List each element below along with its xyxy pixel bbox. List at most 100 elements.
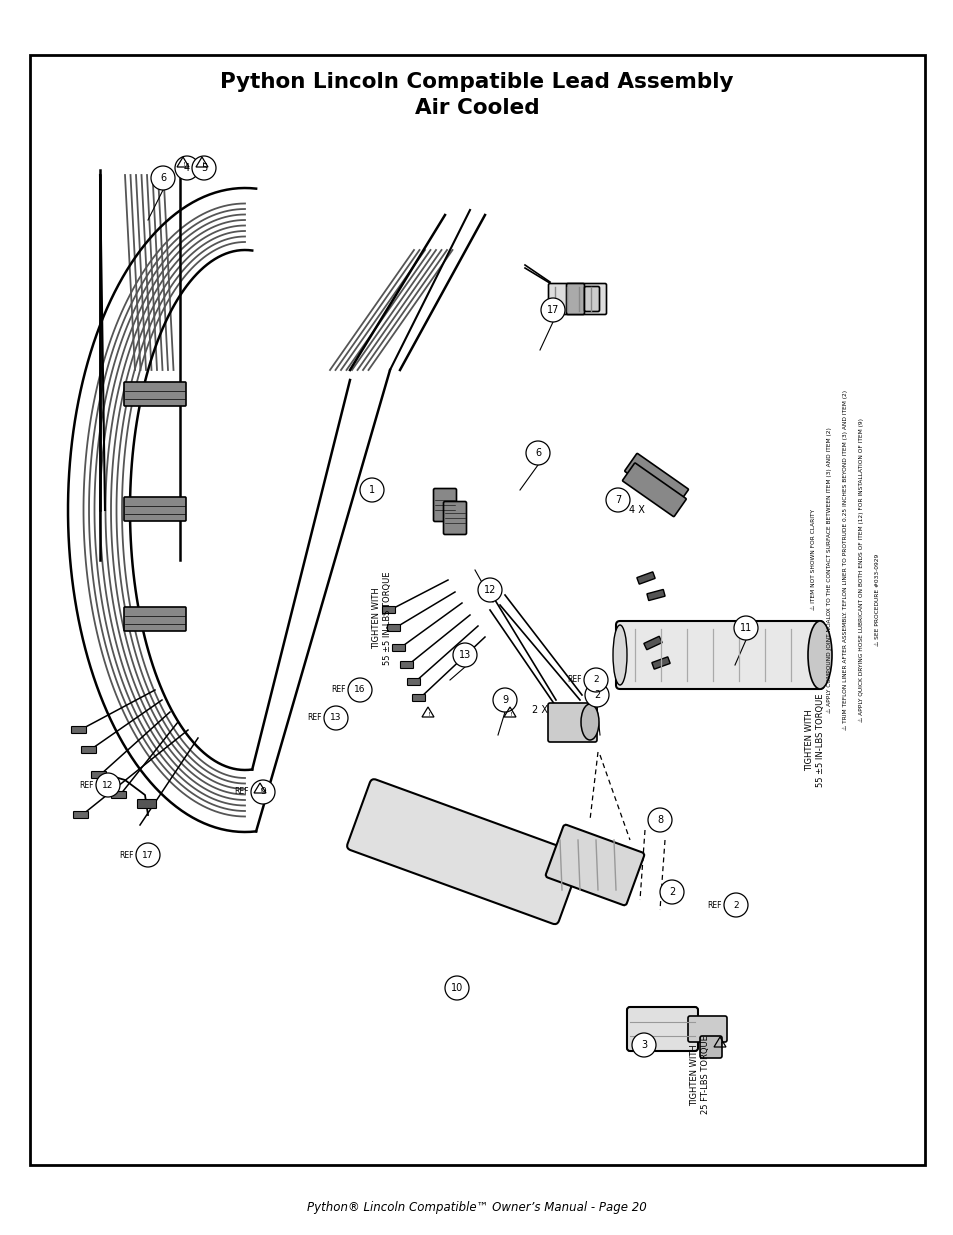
Text: 2: 2 <box>594 690 599 700</box>
FancyBboxPatch shape <box>137 799 156 809</box>
Circle shape <box>584 683 608 706</box>
Circle shape <box>348 678 372 701</box>
Ellipse shape <box>807 621 831 689</box>
FancyBboxPatch shape <box>624 453 688 508</box>
Circle shape <box>525 441 550 466</box>
FancyBboxPatch shape <box>548 284 606 315</box>
FancyBboxPatch shape <box>626 1007 698 1051</box>
Circle shape <box>136 844 160 867</box>
FancyBboxPatch shape <box>622 463 685 516</box>
Text: 11: 11 <box>740 622 751 634</box>
FancyBboxPatch shape <box>387 625 400 631</box>
Text: TIGHTEN WITH
55 ±5 IN-LBS TORQUE: TIGHTEN WITH 55 ±5 IN-LBS TORQUE <box>804 693 823 787</box>
Text: 8: 8 <box>657 815 662 825</box>
FancyBboxPatch shape <box>646 589 664 600</box>
FancyBboxPatch shape <box>382 606 395 614</box>
Circle shape <box>583 668 607 692</box>
Text: Python® Lincoln Compatible™ Owner’s Manual - Page 20: Python® Lincoln Compatible™ Owner’s Manu… <box>307 1200 646 1214</box>
FancyBboxPatch shape <box>643 636 661 650</box>
Circle shape <box>359 478 384 501</box>
FancyBboxPatch shape <box>545 825 643 905</box>
Circle shape <box>444 976 469 1000</box>
Circle shape <box>493 688 517 713</box>
Text: 7: 7 <box>615 495 620 505</box>
Text: REF: REF <box>79 781 94 789</box>
Text: ⚠ TRIM TEFLON LINER AFTER ASSEMBLY. TEFLON LINER TO PROTRUDE 0.25 INCHES BEYOND : ⚠ TRIM TEFLON LINER AFTER ASSEMBLY. TEFL… <box>841 390 847 730</box>
Text: !: ! <box>181 162 184 167</box>
Text: 6: 6 <box>535 448 540 458</box>
FancyBboxPatch shape <box>73 811 89 819</box>
Text: REF: REF <box>567 676 581 684</box>
Text: REF: REF <box>707 900 721 909</box>
Circle shape <box>477 578 501 601</box>
Circle shape <box>723 893 747 918</box>
Text: 9: 9 <box>501 695 508 705</box>
Ellipse shape <box>580 704 598 740</box>
FancyBboxPatch shape <box>637 572 655 584</box>
Bar <box>30 56 924 1165</box>
FancyBboxPatch shape <box>584 287 598 311</box>
Circle shape <box>174 156 199 180</box>
Text: 1: 1 <box>369 485 375 495</box>
Text: ⚠ ITEM NOT SHOWN FOR CLARITY: ⚠ ITEM NOT SHOWN FOR CLARITY <box>810 510 815 610</box>
Text: Python Lincoln Compatible Lead Assembly: Python Lincoln Compatible Lead Assembly <box>220 72 733 91</box>
Text: !: ! <box>200 162 203 167</box>
Text: 2: 2 <box>668 887 675 897</box>
FancyBboxPatch shape <box>124 606 186 631</box>
Text: 13: 13 <box>458 650 471 659</box>
Text: ⚠ SEE PROCEDURE #033-0929: ⚠ SEE PROCEDURE #033-0929 <box>874 553 879 646</box>
Text: REF: REF <box>307 714 322 722</box>
Text: 2: 2 <box>593 676 598 684</box>
FancyBboxPatch shape <box>124 382 186 406</box>
Text: 9: 9 <box>260 788 266 797</box>
Text: !: ! <box>718 1041 720 1046</box>
Text: ⚠ APPLY COMPOUND JOINT NOALOX TO THE CONTACT SURFACE BETWEEN ITEM (3) AND ITEM (: ⚠ APPLY COMPOUND JOINT NOALOX TO THE CON… <box>825 427 831 713</box>
Text: 2 X: 2 X <box>532 705 547 715</box>
Text: 5: 5 <box>201 163 207 173</box>
Circle shape <box>647 808 671 832</box>
Circle shape <box>324 706 348 730</box>
FancyBboxPatch shape <box>91 772 107 778</box>
FancyBboxPatch shape <box>651 657 669 669</box>
Text: 3: 3 <box>640 1040 646 1050</box>
Circle shape <box>192 156 215 180</box>
Text: REF: REF <box>234 788 249 797</box>
FancyBboxPatch shape <box>443 501 466 535</box>
Text: 2: 2 <box>733 900 738 909</box>
Text: TIGHTEN WITH
55 ±5 IN-LBS TORQUE: TIGHTEN WITH 55 ±5 IN-LBS TORQUE <box>372 572 392 664</box>
Text: ⚠ APPLY QUICK DRYING HOSE LUBRICANT ON BOTH ENDS OF ITEM (12) FOR INSTALLATION O: ⚠ APPLY QUICK DRYING HOSE LUBRICANT ON B… <box>858 417 862 722</box>
FancyBboxPatch shape <box>616 621 823 689</box>
FancyBboxPatch shape <box>112 792 127 799</box>
Circle shape <box>733 616 758 640</box>
FancyBboxPatch shape <box>124 496 186 521</box>
Text: 6: 6 <box>160 173 166 183</box>
Text: 13: 13 <box>330 714 341 722</box>
FancyBboxPatch shape <box>81 746 96 753</box>
Circle shape <box>453 643 476 667</box>
Text: TIGHTEN WITH
25 FT-LBS TORQUE: TIGHTEN WITH 25 FT-LBS TORQUE <box>690 1036 709 1114</box>
FancyBboxPatch shape <box>400 662 413 668</box>
Text: 17: 17 <box>142 851 153 860</box>
Text: 4 X: 4 X <box>628 505 644 515</box>
FancyBboxPatch shape <box>566 284 584 315</box>
Circle shape <box>96 773 120 797</box>
Circle shape <box>540 298 564 322</box>
FancyBboxPatch shape <box>412 694 425 701</box>
FancyBboxPatch shape <box>71 726 87 734</box>
Circle shape <box>605 488 629 513</box>
Text: REF: REF <box>119 851 133 860</box>
Ellipse shape <box>613 625 626 685</box>
Text: 10: 10 <box>451 983 462 993</box>
FancyBboxPatch shape <box>700 1036 721 1058</box>
FancyBboxPatch shape <box>547 703 597 742</box>
FancyBboxPatch shape <box>347 779 581 924</box>
Circle shape <box>151 165 174 190</box>
Text: 17: 17 <box>546 305 558 315</box>
Text: !: ! <box>508 711 511 716</box>
Text: 16: 16 <box>354 685 365 694</box>
FancyBboxPatch shape <box>433 489 456 521</box>
FancyBboxPatch shape <box>392 645 405 652</box>
FancyBboxPatch shape <box>687 1016 726 1042</box>
Text: REF: REF <box>331 685 346 694</box>
Circle shape <box>251 781 274 804</box>
